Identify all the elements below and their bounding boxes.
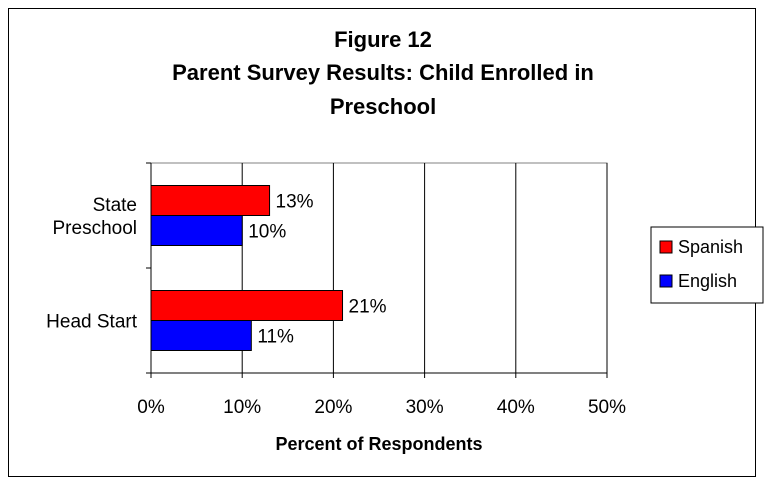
data-label: 21% [349, 297, 387, 318]
x-tick-label: 50% [588, 397, 626, 418]
legend-label-spanish: Spanish [678, 237, 743, 257]
x-tick-label: 0% [137, 397, 165, 418]
x-tick-label: 30% [406, 397, 444, 418]
chart-title-line-2: Parent Survey Results: Child Enrolled in [172, 60, 594, 85]
x-tick-label: 20% [314, 397, 352, 418]
data-label: 13% [276, 192, 314, 213]
bar-spanish [150, 185, 271, 216]
legend-swatch-english [659, 274, 673, 288]
legend-box [650, 226, 764, 304]
bar-spanish [150, 290, 344, 321]
data-label: 10% [248, 222, 286, 243]
bar-english [150, 320, 252, 351]
category-label: Head Start [46, 312, 138, 333]
x-axis-title: Percent of Respondents [275, 434, 482, 454]
x-tick-label: 10% [223, 397, 261, 418]
x-tick-label: 40% [497, 397, 535, 418]
category-label: State [93, 195, 137, 216]
data-label: 11% [257, 327, 294, 348]
bar-english [150, 215, 243, 246]
legend-label-english: English [678, 271, 737, 291]
chart-title-line-3: Preschool [329, 94, 437, 119]
category-label: Preschool [53, 218, 138, 239]
legend-swatch-spanish [659, 240, 673, 254]
chart-title-line-1: Figure 12 [334, 27, 432, 52]
